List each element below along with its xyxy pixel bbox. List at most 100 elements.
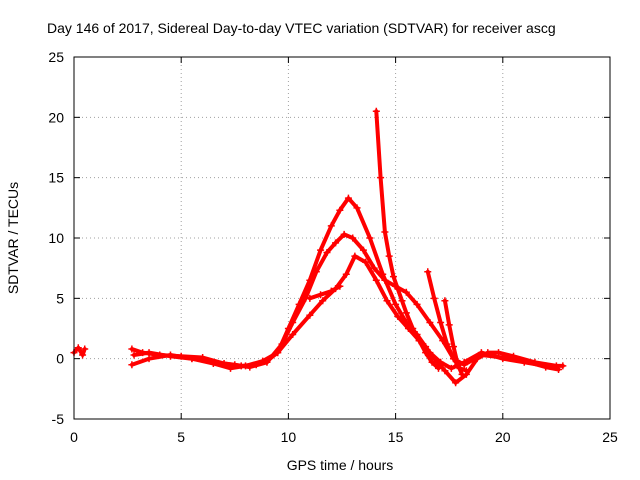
data-point xyxy=(462,367,470,375)
x-tick-label: 20 xyxy=(495,429,511,445)
data-point xyxy=(274,349,282,357)
data-point xyxy=(381,228,389,236)
y-tick-label: 25 xyxy=(48,49,64,65)
data-point xyxy=(209,359,217,367)
data-point xyxy=(377,174,385,182)
y-tick-label: 15 xyxy=(48,170,64,186)
data-point xyxy=(317,246,325,254)
y-tick-label: 10 xyxy=(48,230,64,246)
data-point xyxy=(389,273,397,281)
data-point xyxy=(402,288,410,296)
data-point xyxy=(437,358,445,366)
y-tick-label: 0 xyxy=(56,351,64,367)
x-tick-label: 10 xyxy=(281,429,297,445)
data-point xyxy=(385,252,393,260)
data-point xyxy=(332,239,340,247)
data-point xyxy=(477,349,485,357)
data-point xyxy=(370,264,378,272)
data-point xyxy=(394,285,402,293)
data-point xyxy=(372,276,380,284)
data-point xyxy=(402,309,410,317)
data-point xyxy=(359,246,367,254)
series-line-trace-branch-d xyxy=(307,284,342,301)
data-point xyxy=(366,234,374,242)
series-points-trace-spike-g xyxy=(441,297,466,378)
data-point xyxy=(362,258,370,266)
data-point xyxy=(312,268,320,276)
data-point xyxy=(454,361,462,369)
data-point xyxy=(166,351,174,359)
data-point xyxy=(449,343,457,351)
data-series xyxy=(70,107,567,387)
data-point xyxy=(520,358,528,366)
data-point xyxy=(458,370,466,378)
data-point xyxy=(415,337,423,345)
y-tick-label: -5 xyxy=(52,411,65,427)
x-tick-label: 0 xyxy=(70,429,78,445)
data-point xyxy=(353,204,361,212)
data-point xyxy=(426,318,434,326)
series-points-trace-branch-d xyxy=(306,282,344,302)
data-point xyxy=(424,268,432,276)
data-point xyxy=(242,362,250,370)
data-point xyxy=(327,222,335,230)
data-point xyxy=(460,358,468,366)
data-point xyxy=(430,294,438,302)
series-line-trace-main-c xyxy=(129,254,548,371)
data-point xyxy=(409,325,417,332)
plot-frame xyxy=(73,56,611,420)
data-point xyxy=(344,194,352,202)
data-point xyxy=(394,312,402,320)
data-point xyxy=(542,362,550,370)
data-point xyxy=(398,297,406,305)
data-point xyxy=(495,349,503,357)
data-point xyxy=(555,366,563,374)
data-point xyxy=(441,367,449,375)
data-point xyxy=(372,107,380,115)
data-point xyxy=(259,357,267,365)
data-point xyxy=(128,361,136,369)
data-point xyxy=(323,248,331,256)
data-point xyxy=(289,318,297,326)
data-point xyxy=(443,340,451,348)
data-point xyxy=(317,291,325,299)
data-point xyxy=(306,311,314,319)
data-point xyxy=(441,297,449,305)
data-point xyxy=(188,355,196,363)
data-point xyxy=(452,379,460,387)
series-points-trace-spike-e xyxy=(372,107,442,372)
data-point xyxy=(130,351,138,359)
data-point xyxy=(445,321,453,329)
data-point xyxy=(336,282,344,290)
data-point xyxy=(342,270,350,278)
data-point xyxy=(289,331,297,339)
x-tick-label: 5 xyxy=(177,429,185,445)
y-tick-labels: -5 0 5 10 15 20 25 xyxy=(48,49,64,427)
data-point xyxy=(349,234,357,242)
series-line-trace-spike-g xyxy=(442,298,465,377)
x-axis-label: GPS time / hours xyxy=(287,457,394,473)
data-point xyxy=(227,364,235,372)
data-point xyxy=(413,300,421,308)
data-point xyxy=(79,351,87,359)
data-point xyxy=(351,252,359,260)
series-line-trace-early-a xyxy=(72,345,87,357)
x-tick-label: 25 xyxy=(602,429,618,445)
data-point xyxy=(392,300,400,308)
data-point xyxy=(336,206,344,214)
data-point xyxy=(383,297,391,305)
y-tick-label: 20 xyxy=(48,109,64,125)
data-point xyxy=(319,297,327,305)
y-axis-label: SDTVAR / TECUs xyxy=(5,182,21,294)
data-point xyxy=(434,364,442,372)
chart-title: Day 146 of 2017, Sidereal Day-to-day VTE… xyxy=(47,20,556,36)
data-point xyxy=(306,294,314,302)
data-point xyxy=(327,287,335,295)
data-point xyxy=(74,344,82,352)
x-tick-label: 15 xyxy=(388,429,404,445)
series-line-trace-main-b xyxy=(132,232,561,372)
data-point xyxy=(145,355,153,363)
data-point xyxy=(437,318,445,326)
data-point xyxy=(128,345,136,353)
